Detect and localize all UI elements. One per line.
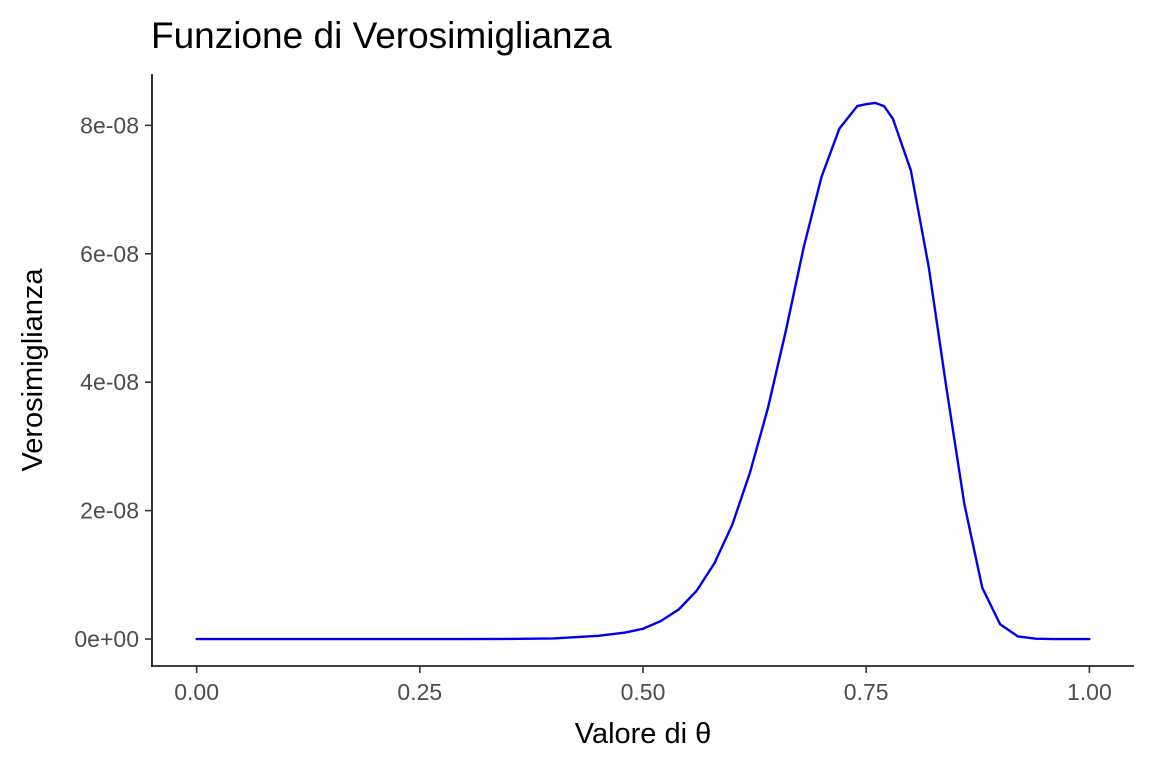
x-tick-label: 0.25 (397, 679, 442, 705)
x-axis-label: Valore di θ (575, 718, 712, 750)
y-axis-ticks: 0e+00 2e-08 4e-08 6e-08 8e-08 (74, 112, 152, 652)
y-tick-label: 6e-08 (80, 241, 139, 267)
x-tick-label: 0.75 (844, 679, 889, 705)
x-tick-label: 1.00 (1067, 679, 1112, 705)
chart-title: Funzione di Verosimiglianza (151, 15, 612, 56)
x-tick-label: 0.50 (621, 679, 666, 705)
x-axis-ticks: 0.00 0.25 0.50 0.75 1.00 (174, 666, 1112, 705)
series-group (195, 101, 1091, 641)
y-tick-label: 4e-08 (80, 369, 139, 395)
y-tick-label: 2e-08 (80, 498, 139, 524)
y-tick-label: 8e-08 (80, 112, 139, 138)
x-tick-label: 0.00 (174, 679, 219, 705)
likelihood-curve (195, 101, 1091, 641)
y-axis-label: Verosimiglianza (17, 268, 49, 472)
y-tick-label: 0e+00 (74, 626, 139, 652)
